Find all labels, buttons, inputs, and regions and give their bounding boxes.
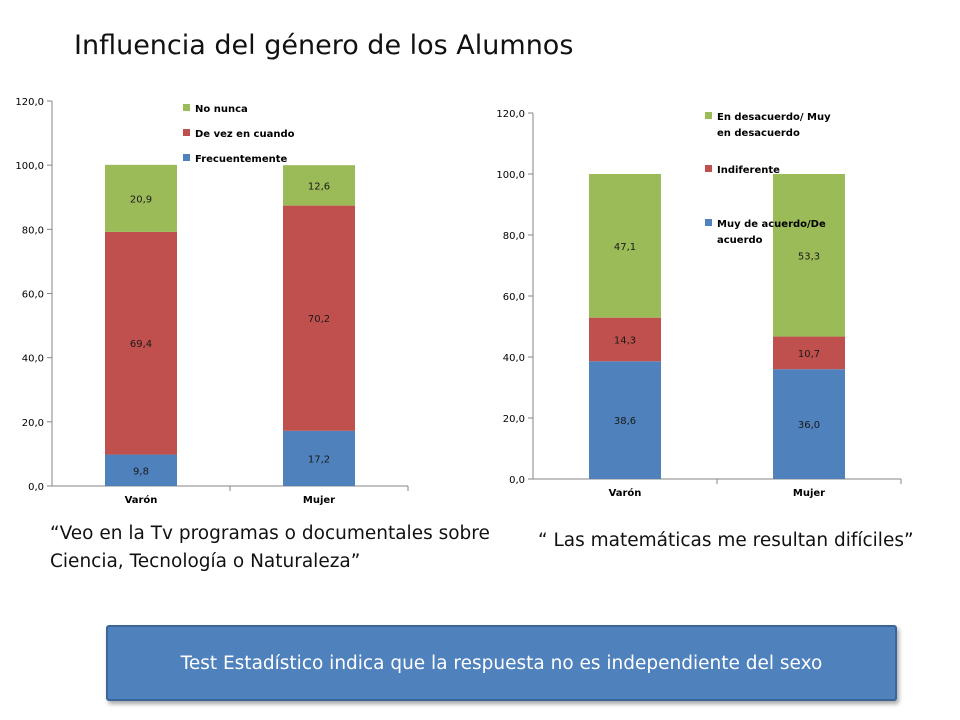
y-tick-label: 100,0 (15, 161, 44, 172)
bar-segment (105, 454, 177, 486)
y-tick-label: 0,0 (28, 482, 44, 493)
bar-segment (589, 174, 661, 318)
legend-label: No nunca (195, 104, 248, 115)
bar-segment (773, 369, 845, 479)
x-category-label: Varón (609, 487, 642, 499)
y-tick-label: 120,0 (496, 109, 525, 120)
y-tick-label: 40,0 (503, 353, 525, 364)
x-category-label: Varón (125, 494, 158, 506)
y-tick-label: 0,0 (509, 475, 525, 486)
data-label: 9,8 (133, 466, 149, 477)
bar-segment (773, 174, 845, 337)
legend-label: en desacuerdo (717, 128, 800, 139)
legend-swatch (183, 154, 190, 161)
bar-segment (773, 336, 845, 370)
caption-math-difficult: “ Las matemáticas me resultan difíciles” (538, 530, 914, 551)
legend-swatch (183, 104, 190, 111)
y-tick-label: 120,0 (15, 97, 44, 108)
y-tick-label: 60,0 (503, 292, 525, 303)
bar-segment (283, 165, 355, 206)
y-tick-label: 80,0 (503, 231, 525, 242)
bar-segment (105, 231, 177, 455)
y-tick-label: 60,0 (22, 290, 44, 301)
y-tick-label: 80,0 (22, 225, 44, 236)
data-label: 47,1 (614, 242, 636, 253)
bar-segment (283, 205, 355, 431)
x-category-label: Mujer (793, 488, 825, 499)
legend-label: Indiferente (717, 165, 780, 176)
bar-segment (283, 430, 355, 486)
legend-label: De vez en cuando (195, 129, 295, 140)
x-category-label: Mujer (303, 495, 335, 506)
chart-tv-programs: 0,0 20,0 40,0 60,0 80,0 100,0 120,0 Varón 9,8 69,… (15, 97, 409, 506)
data-label: 70,2 (308, 314, 330, 325)
data-label: 12,6 (308, 181, 330, 192)
data-label: 38,6 (614, 416, 636, 427)
legend-label: Muy de acuerdo/De (717, 219, 826, 230)
data-label: 14,3 (614, 335, 636, 346)
legend-label: En desacuerdo/ Muy (717, 112, 831, 123)
data-label: 10,7 (798, 349, 820, 360)
data-label: 20,9 (130, 194, 152, 205)
legend-swatch (705, 165, 712, 172)
legend-swatch (705, 112, 712, 119)
slide-title: Influencia del género de los Alumnos (74, 30, 574, 61)
legend-swatch (183, 129, 190, 136)
caption-tv-line-1: “Veo en la Tv programas o documentales s… (50, 523, 490, 544)
data-label: 69,4 (130, 339, 152, 350)
statistical-test-banner: Test Estadístico indica que la respuesta… (106, 625, 897, 701)
y-tick-label: 40,0 (22, 354, 44, 365)
bar-segment (589, 317, 661, 362)
caption-tv-line-2: Ciencia, Tecnología o Naturaleza” (50, 551, 361, 572)
caption-tv-programs: “Veo en la Tv programas o documentales s… (50, 520, 490, 576)
chart-math-difficult: 0,0 20,0 40,0 60,0 80,0 100,0 120,0 Varón 38,6 14… (496, 109, 902, 499)
y-tick-label: 20,0 (503, 414, 525, 425)
y-tick-label: 100,0 (496, 170, 525, 181)
legend-label: acuerdo (717, 235, 763, 246)
legend-swatch (705, 219, 712, 226)
bar-segment (589, 361, 661, 479)
data-label: 17,2 (308, 454, 330, 465)
bar-segment (105, 164, 177, 232)
data-label: 53,3 (798, 251, 820, 262)
data-label: 36,0 (798, 420, 820, 431)
legend-label: Frecuentemente (195, 154, 288, 165)
y-tick-label: 20,0 (22, 418, 44, 429)
